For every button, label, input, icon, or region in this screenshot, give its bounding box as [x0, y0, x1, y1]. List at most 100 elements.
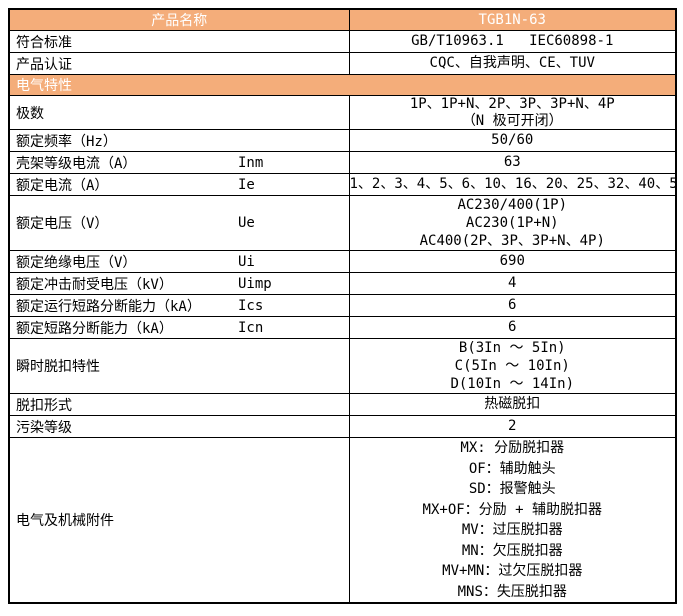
spec-value-cell: 690: [348, 250, 677, 273]
spec-value: GB/T10963.1 IEC60898-1: [411, 33, 614, 49]
spec-label: 额定冲击耐受电压（kV）: [16, 276, 173, 293]
spec-row: 壳架等级电流（A） Inm 63: [8, 151, 677, 174]
spec-label-cell: 极数: [8, 95, 350, 130]
spec-label-cell: 额定冲击耐受电压（kV） Uimp: [8, 272, 350, 295]
spec-value-cell: 1、2、3、4、5、6、10、16、20、25、32、40、50、63: [348, 173, 677, 196]
spec-label-cell: 壳架等级电流（A） Inm: [8, 151, 350, 174]
spec-value-cell: 6: [348, 294, 677, 317]
spec-label-cell: 额定电流（A） Ie: [8, 173, 350, 196]
spec-value: 6: [508, 319, 517, 335]
spec-symbol: Ui: [238, 253, 255, 270]
spec-row: 额定冲击耐受电压（kV） Uimp 4: [8, 272, 677, 295]
spec-value: CQC、自我声明、CE、TUV: [429, 55, 595, 71]
spec-symbol: Uimp: [238, 275, 272, 292]
spec-label-cell: 瞬时脱扣特性: [8, 338, 350, 394]
spec-row: 污染等级 2: [8, 415, 677, 438]
product-name-header-cell: 产品名称: [8, 8, 350, 31]
spec-value: MNS：失压脱扣器: [457, 583, 567, 600]
spec-row: 额定电流（A） Ie 1、2、3、4、5、6、10、16、20、25、32、40、5…: [8, 173, 677, 196]
spec-value: 63: [503, 154, 521, 170]
spec-value-cell: MX: 分励脱扣器 OF：辅助触头 SD：报警触头 MX+OF：分励 + 辅助脱扣器 M…: [348, 437, 677, 604]
spec-label-cell: 额定绝缘电压（V） Ui: [8, 250, 350, 273]
spec-label-cell: 电气及机械附件: [8, 437, 350, 604]
spec-value-cell: 50/60: [348, 129, 677, 152]
spec-label: 额定运行短路分断能力（kA）: [16, 298, 201, 315]
spec-label: 产品认证: [16, 56, 72, 73]
spec-row: 符合标准 GB/T10963.1 IEC60898-1: [8, 30, 677, 53]
spec-row: 脱扣形式 热磁脱扣: [8, 393, 677, 416]
spec-value: 1、2、3、4、5、6、10、16、20、25、32、40、50、63: [349, 176, 675, 192]
spec-row: 额定短路分断能力（kA） Icn 6: [8, 316, 677, 339]
spec-value: 6: [508, 297, 517, 313]
product-spec-table: 产品名称 TGB1N-63 符合标准 GB/T10963.1 IEC60898-1 产品…: [8, 8, 677, 604]
spec-value: OF：辅助触头: [468, 460, 556, 477]
product-model-header-cell: TGB1N-63: [348, 8, 677, 31]
spec-value: MV：过压脱扣器: [461, 522, 563, 538]
spec-value: AC400(2P、3P、3P+N、4P): [419, 233, 605, 249]
spec-value-cell: CQC、自我声明、CE、TUV: [348, 52, 677, 75]
spec-row: 额定运行短路分断能力（kA） Ics 6: [8, 294, 677, 317]
spec-value-cell: 63: [348, 151, 677, 174]
spec-row: 瞬时脱扣特性 B(3In ～ 5In) C(5In ～ 10In) D(10In ～ …: [8, 338, 677, 394]
spec-row: 额定绝缘电压（V） Ui 690: [8, 250, 677, 273]
spec-value: 2: [508, 418, 517, 434]
spec-label: 额定电压（V）: [16, 216, 109, 232]
spec-value-cell: B(3In ～ 5In) C(5In ～ 10In) D(10In ～ 14In): [348, 338, 677, 394]
spec-symbol: Ue: [238, 215, 255, 231]
spec-label: 电气及机械附件: [16, 513, 114, 529]
spec-value: 50/60: [491, 132, 534, 148]
spec-symbol: Icn: [238, 319, 264, 336]
spec-label: 符合标准: [16, 34, 72, 51]
spec-row: 产品认证 CQC、自我声明、CE、TUV: [8, 52, 677, 75]
spec-label: 污染等级: [16, 419, 72, 436]
spec-symbol: Inm: [238, 154, 264, 171]
spec-label: 极数: [16, 105, 44, 122]
spec-value: B(3In ～ 5In): [458, 340, 566, 356]
spec-value-cell: 1P、1P+N、2P、3P、3P+N、4P （N 极可开闭）: [348, 95, 677, 130]
spec-value: AC230(1P+N): [465, 215, 559, 231]
spec-label-cell: 产品认证: [8, 52, 350, 75]
section-title-cell: 电气特性: [8, 74, 677, 96]
spec-label-cell: 额定频率（Hz）: [8, 129, 350, 152]
table-header-row: 产品名称 TGB1N-63: [8, 8, 677, 31]
spec-value-cell: 6: [348, 316, 677, 339]
spec-label-cell: 污染等级: [8, 415, 350, 438]
spec-value: AC230/400(1P): [457, 197, 568, 213]
spec-value: （N 极可开闭）: [461, 112, 563, 129]
spec-label: 额定频率（Hz）: [16, 133, 117, 150]
spec-value: SD：报警触头: [468, 481, 556, 497]
section-header-row: 电气特性: [8, 74, 677, 96]
spec-label: 瞬时脱扣特性: [16, 359, 100, 375]
spec-label-cell: 额定电压（V） Ue: [8, 195, 350, 251]
spec-value-cell: AC230/400(1P) AC230(1P+N) AC400(2P、3P、3P+N…: [348, 195, 677, 251]
spec-value: MX+OF：分励 + 辅助脱扣器: [422, 501, 602, 518]
spec-symbol: Ie: [238, 176, 255, 193]
spec-value-cell: 4: [348, 272, 677, 295]
spec-row: 极数 1P、1P+N、2P、3P、3P+N、4P （N 极可开闭）: [8, 95, 677, 130]
spec-value: 690: [499, 253, 525, 269]
spec-label: 脱扣形式: [16, 397, 72, 414]
spec-label-cell: 额定运行短路分断能力（kA） Ics: [8, 294, 350, 317]
spec-value-cell: 2: [348, 415, 677, 438]
spec-value: 1P、1P+N、2P、3P、3P+N、4P: [409, 96, 615, 113]
spec-symbol: Ics: [238, 297, 264, 314]
spec-label: 壳架等级电流（A）: [16, 155, 137, 172]
spec-value-cell: GB/T10963.1 IEC60898-1: [348, 30, 677, 53]
spec-value: D(10In ～ 14In): [450, 376, 575, 392]
spec-label-cell: 符合标准: [8, 30, 350, 53]
spec-value: C(5In ～ 10In): [454, 358, 570, 374]
spec-row: 电气及机械附件 MX: 分励脱扣器 OF：辅助触头 SD：报警触头 MX+OF：分励 +…: [8, 437, 677, 604]
spec-value: 4: [508, 275, 517, 291]
spec-value: MN：欠压脱扣器: [461, 542, 563, 559]
spec-row: 额定电压（V） Ue AC230/400(1P) AC230(1P+N) AC400(2…: [8, 195, 677, 251]
spec-label: 额定短路分断能力（kA）: [16, 320, 173, 337]
spec-value: MX: 分励脱扣器: [460, 440, 565, 456]
spec-value: MV+MN：过欠压脱扣器: [442, 563, 583, 579]
spec-label: 额定电流（A）: [16, 177, 109, 194]
spec-label: 额定绝缘电压（V）: [16, 254, 137, 271]
spec-value: 热磁脱扣: [484, 396, 541, 412]
spec-label-cell: 脱扣形式: [8, 393, 350, 416]
spec-row: 额定频率（Hz） 50/60: [8, 129, 677, 152]
spec-value-cell: 热磁脱扣: [348, 393, 677, 416]
spec-label-cell: 额定短路分断能力（kA） Icn: [8, 316, 350, 339]
